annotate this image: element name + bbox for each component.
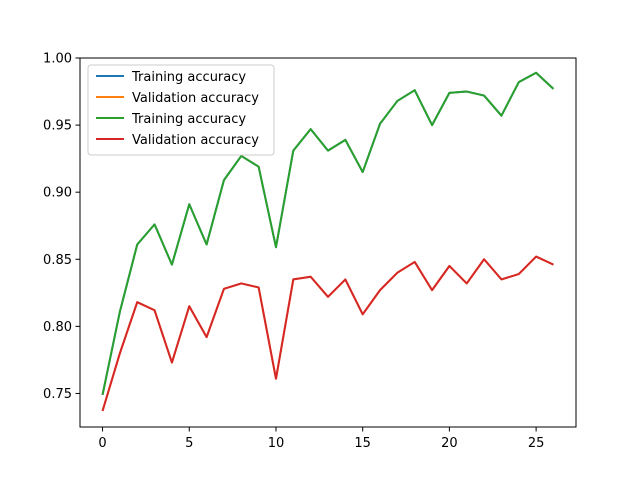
y-tick-label: 1.00 <box>43 52 72 67</box>
x-tick-label: 10 <box>268 436 285 451</box>
x-tick-label: 15 <box>354 436 371 451</box>
legend: Training accuracy Validation accuracy Trai… <box>87 64 275 156</box>
x-tick-label: 0 <box>98 436 106 451</box>
legend-box <box>87 64 275 156</box>
x-tick-label: 20 <box>441 436 458 451</box>
axes-frame <box>79 57 577 428</box>
series-line-3 <box>101 71 555 396</box>
y-tick-label: 0.95 <box>43 119 72 134</box>
x-tick-label: 25 <box>528 436 545 451</box>
legend-label-2: Validation accuracy <box>132 91 259 106</box>
y-tick-label: 0.80 <box>43 320 72 335</box>
legend-label-4: Validation accuracy <box>132 133 259 148</box>
x-tick-label: 5 <box>185 436 193 451</box>
legend-label-1: Training accuracy <box>131 70 246 85</box>
y-tick-label: 0.85 <box>43 253 72 268</box>
series-layer <box>101 71 555 412</box>
series-line-4 <box>101 255 554 412</box>
legend-label-3: Training accuracy <box>131 112 246 127</box>
axes-layer: 0 5 10 15 20 25 0.75 0.80 0.85 0.90 0.95 1.00 <box>43 52 577 451</box>
y-tick-label: 0.75 <box>43 387 72 402</box>
y-tick-label: 0.90 <box>43 186 72 201</box>
